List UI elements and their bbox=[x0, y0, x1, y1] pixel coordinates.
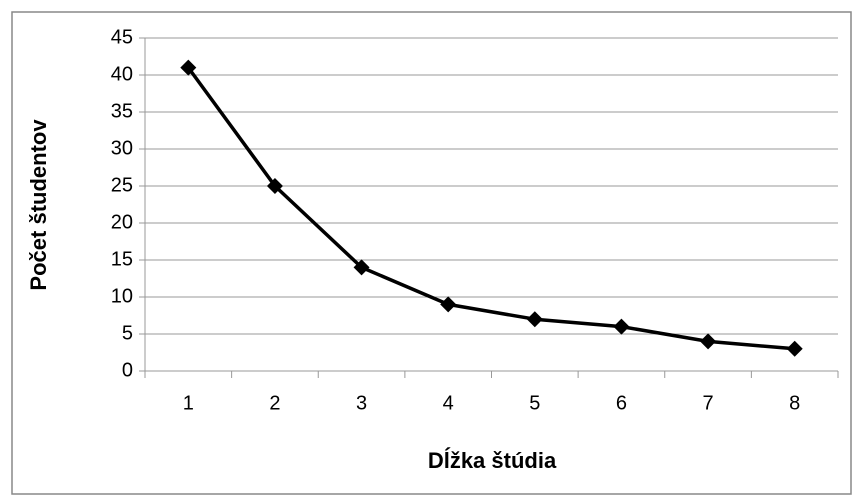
marker bbox=[700, 333, 717, 350]
x-axis-title: Dĺžka štúdia bbox=[428, 447, 557, 473]
y-tick-label: 5 bbox=[122, 322, 133, 344]
y-axis-title: Počet študentov bbox=[26, 119, 51, 291]
marker bbox=[180, 59, 197, 76]
y-tick-label: 15 bbox=[111, 248, 133, 270]
x-tick-label: 7 bbox=[703, 392, 714, 414]
x-tick-label: 8 bbox=[789, 392, 800, 414]
x-tick-label: 6 bbox=[616, 392, 627, 414]
line bbox=[186, 66, 795, 351]
x-tick-label: 1 bbox=[183, 392, 194, 414]
x-tick-label: 4 bbox=[443, 392, 454, 414]
marker bbox=[526, 311, 543, 328]
x-tick-label: 5 bbox=[529, 392, 540, 414]
y-tick-label: 10 bbox=[111, 285, 133, 307]
marker bbox=[613, 318, 630, 335]
y-tick-label: 45 bbox=[111, 26, 133, 48]
y-tick-label: 0 bbox=[122, 359, 133, 381]
y-tick-label: 40 bbox=[111, 63, 133, 85]
marker bbox=[266, 178, 283, 194]
y-tick-label: 35 bbox=[111, 100, 133, 122]
x-tick-label: 3 bbox=[356, 392, 367, 414]
chart-frame bbox=[11, 11, 852, 495]
marker bbox=[440, 296, 457, 313]
marker bbox=[353, 259, 370, 276]
x-tick-label: 2 bbox=[269, 392, 280, 414]
marker bbox=[786, 340, 803, 357]
y-tick-label: 30 bbox=[111, 137, 133, 159]
y-tick-label: 20 bbox=[111, 211, 133, 233]
y-tick-label: 25 bbox=[111, 174, 133, 196]
